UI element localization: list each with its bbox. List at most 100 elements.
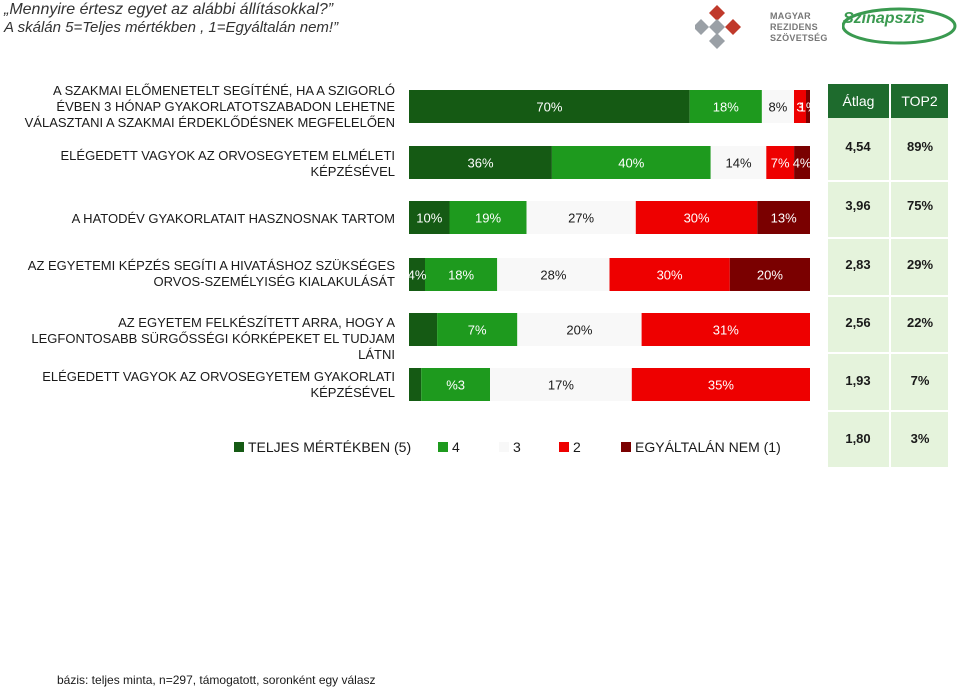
bar-segment-rating-3 (497, 258, 610, 291)
legend-swatch (438, 442, 448, 452)
data-label: 8% (769, 100, 788, 115)
top2-value: 29% (906, 257, 934, 272)
data-label: 20% (566, 323, 592, 338)
legend-label: 4 (452, 439, 460, 455)
mrsz-text-line: REZIDENS (770, 22, 818, 32)
bar-segment-rating-4 (421, 368, 491, 401)
bar-segment-rating-4 (437, 313, 518, 346)
bar-segment-rating-5 (409, 313, 438, 346)
legend-swatch (559, 442, 569, 452)
bar-segment-rating-4 (551, 146, 711, 179)
data-label: %3 (446, 378, 465, 393)
top2-value: 22% (906, 315, 934, 330)
row-label: AZ EGYETEM FELKÉSZÍTETT ARRA, HOGY A LEG… (31, 315, 395, 362)
data-label: 13% (771, 211, 797, 226)
avg-value: 4,54 (845, 139, 871, 154)
data-label: 1% (799, 100, 818, 115)
data-label: 7% (468, 323, 487, 338)
data-label: 4% (408, 268, 427, 283)
bar-segment-rating-2 (766, 146, 795, 179)
avg-value: 3,96 (845, 198, 871, 213)
top2-value: 89% (906, 139, 934, 154)
bar-segment-rating-3 (517, 313, 642, 346)
data-label: 17% (548, 378, 574, 393)
bar-segment-rating-2 (635, 201, 758, 234)
bar-segment-rating-2 (609, 258, 730, 291)
legend-label: 2 (573, 439, 581, 455)
scale-note: A skálán 5=Teljes mértékben , 1=Egyáltal… (4, 19, 339, 36)
data-label: 31% (713, 323, 739, 338)
mrsz-text-line: MAGYAR (770, 11, 811, 21)
data-label: 70% (536, 100, 562, 115)
bar-segment-rating-5 (409, 90, 690, 123)
avg-value: 1,93 (845, 373, 871, 388)
avg-value: 2,56 (845, 315, 871, 330)
data-label: 14% (725, 156, 751, 171)
bar-segment-rating-2 (641, 313, 810, 346)
data-label: 36% (467, 156, 493, 171)
top2-value: 3% (910, 431, 930, 446)
mrsz-logo-text: MAGYAR REZIDENS SZÖVETSÉG (770, 11, 828, 44)
data-label: 20% (757, 268, 783, 283)
row-label: AZ EGYETEMI KÉPZÉS SEGÍTI A HIVATÁSHOZ S… (27, 258, 395, 289)
legend-swatch (499, 442, 509, 452)
legend-label: 3 (513, 439, 521, 455)
bar-segment-rating-1 (806, 90, 810, 123)
bar-segment-rating-3 (710, 146, 767, 179)
bar-segment-rating-1 (729, 258, 810, 291)
stats-row-divider (828, 180, 948, 182)
bar-segment-rating-5 (409, 258, 425, 291)
avg-value: 2,83 (845, 257, 871, 272)
data-label: 7% (771, 156, 790, 171)
bar-segment-rating-2 (631, 368, 810, 401)
data-label: 35% (708, 378, 734, 393)
bar-segment-rating-2 (794, 90, 806, 123)
stats-row-divider (828, 410, 948, 412)
mrsz-logo (695, 5, 741, 49)
avg-header: Átlag (828, 84, 889, 118)
bar-segment-rating-5 (409, 201, 450, 234)
stats-row-divider (828, 237, 948, 239)
top2-header: TOP2 (891, 84, 948, 118)
data-label: 19% (475, 211, 501, 226)
row-label: ELÉGEDETT VAGYOK AZ ORVOSEGYETEM ELMÉLET… (60, 148, 395, 179)
legend-swatch (621, 442, 631, 452)
data-label: 18% (713, 100, 739, 115)
stats-row-divider (828, 295, 948, 297)
data-label: 27% (568, 211, 594, 226)
bar-segment-rating-4 (449, 201, 527, 234)
data-label: 3 (796, 100, 803, 115)
row-label: A SZAKMAI ELŐMENETELT SEGÍTÉNÉ, HA A SZI… (24, 83, 395, 130)
data-label: 40% (618, 156, 644, 171)
data-label: 30% (657, 268, 683, 283)
row-label: ELÉGEDETT VAGYOK AZ ORVOSEGYETEM GYAKORL… (42, 369, 395, 400)
top2-value: 75% (906, 198, 934, 213)
stats-column-divider (889, 84, 891, 467)
bar-segment-rating-3 (761, 90, 794, 123)
data-label: 18% (448, 268, 474, 283)
avg-value: 1,80 (845, 431, 871, 446)
data-label: 30% (684, 211, 710, 226)
bar-segment-rating-5 (409, 368, 422, 401)
bar-segment-rating-4 (689, 90, 762, 123)
bar-segment-rating-3 (490, 368, 632, 401)
szinapszis-logo (842, 7, 957, 45)
top2-value: 7% (910, 373, 930, 388)
legend-label: TELJES MÉRTÉKBEN (5) (248, 439, 412, 455)
stats-panel (828, 84, 948, 467)
data-label: 28% (540, 268, 566, 283)
bar-segment-rating-5 (409, 146, 552, 179)
legend-swatch (234, 442, 244, 452)
row-label: A HATODÉV GYAKORLATAIT HASZNOSNAK TARTOM (71, 211, 395, 226)
data-label: 4% (793, 156, 812, 171)
szinapszis-logo-text: Szinapszis (843, 10, 925, 27)
bar-segment-rating-1 (757, 201, 810, 234)
legend-label: EGYÁLTALÁN NEM (1) (635, 439, 781, 455)
bar-segment-rating-3 (526, 201, 636, 234)
mrsz-text-line: SZÖVETSÉG (770, 33, 828, 43)
data-label: 10% (416, 211, 442, 226)
bar-segment-rating-1 (794, 146, 810, 179)
question-title: „Mennyire értesz egyet az alábbi állítás… (4, 1, 334, 18)
footnote: bázis: teljes minta, n=297, támogatott, … (57, 673, 376, 687)
